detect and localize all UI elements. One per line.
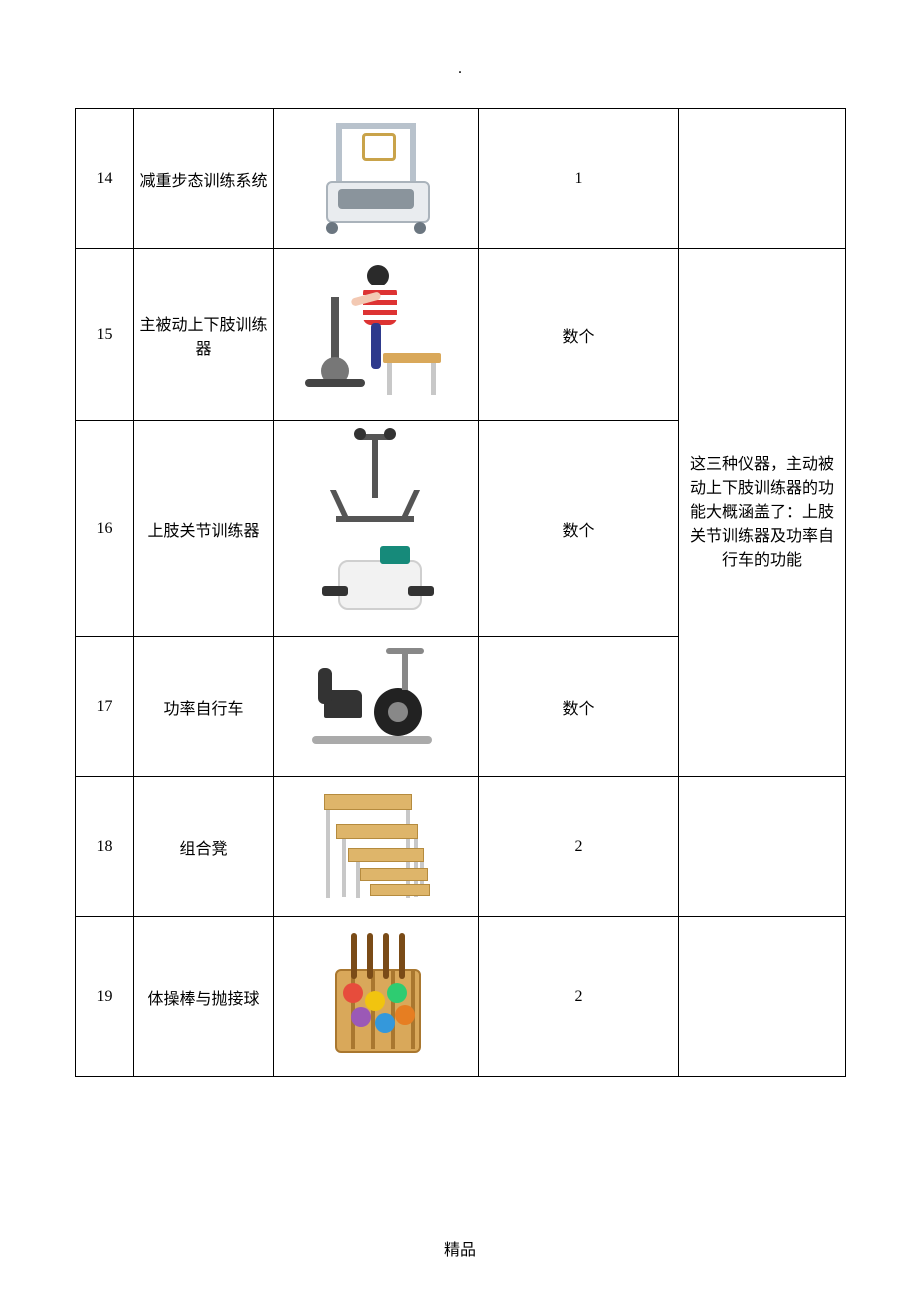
cell-image — [274, 777, 479, 917]
cell-index: 15 — [76, 249, 134, 421]
table-row: 14 减重步态训练系统 1 — [76, 109, 846, 249]
cell-note — [679, 777, 846, 917]
cell-name: 组合凳 — [134, 777, 274, 917]
cell-index: 19 — [76, 917, 134, 1077]
equipment-illustration — [306, 644, 446, 764]
cell-note — [679, 109, 846, 249]
cell-image — [274, 109, 479, 249]
cell-qty: 数个 — [479, 421, 679, 637]
equipment-illustration — [321, 929, 431, 1059]
cell-index: 14 — [76, 109, 134, 249]
cell-qty: 数个 — [479, 249, 679, 421]
cell-image — [274, 421, 479, 637]
page-footer: 精品 — [0, 1236, 920, 1260]
cell-qty: 1 — [479, 109, 679, 249]
cell-index: 16 — [76, 421, 134, 637]
document-page: . 14 减重步态训练系统 1 15 — [0, 0, 920, 1302]
page-header-mark: . — [75, 60, 845, 78]
table-row: 19 体操棒与抛接球 2 — [76, 917, 846, 1077]
cell-name: 功率自行车 — [134, 637, 274, 777]
cell-note — [679, 917, 846, 1077]
equipment-illustration — [306, 784, 446, 904]
cell-qty: 数个 — [479, 637, 679, 777]
cell-qty: 2 — [479, 917, 679, 1077]
cell-qty: 2 — [479, 777, 679, 917]
cell-name: 减重步态训练系统 — [134, 109, 274, 249]
cell-index: 18 — [76, 777, 134, 917]
equipment-illustration — [316, 119, 436, 234]
cell-name: 主被动上下肢训练器 — [134, 249, 274, 421]
cell-image — [274, 249, 479, 421]
cell-note-merged: 这三种仪器，主动被动上下肢训练器的功能大概涵盖了：上肢关节训练器及功率自行车的功… — [679, 249, 846, 777]
table-row: 18 组合凳 2 — [76, 777, 846, 917]
equipment-illustration — [306, 426, 446, 626]
cell-image — [274, 917, 479, 1077]
equipment-table: 14 减重步态训练系统 1 15 主被动上下肢训练器 — [75, 108, 846, 1077]
cell-index: 17 — [76, 637, 134, 777]
equipment-illustration — [301, 257, 451, 407]
cell-name: 体操棒与抛接球 — [134, 917, 274, 1077]
cell-image — [274, 637, 479, 777]
table-row: 15 主被动上下肢训练器 数个 这三种仪器，主动被动上下肢训练器的功能大概涵盖了… — [76, 249, 846, 421]
cell-name: 上肢关节训练器 — [134, 421, 274, 637]
